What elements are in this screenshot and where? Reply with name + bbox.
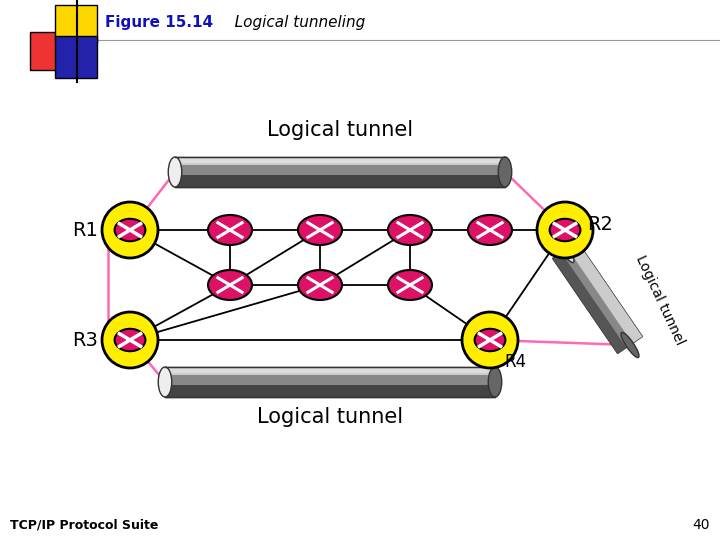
FancyBboxPatch shape (55, 5, 97, 43)
Ellipse shape (474, 329, 505, 351)
Ellipse shape (168, 157, 181, 187)
Ellipse shape (298, 215, 342, 245)
Ellipse shape (298, 270, 342, 300)
Circle shape (102, 202, 158, 258)
Text: R3: R3 (72, 330, 98, 349)
Circle shape (462, 312, 518, 368)
Text: R2: R2 (587, 215, 613, 234)
Text: Logical tunnel: Logical tunnel (257, 407, 403, 427)
Polygon shape (175, 165, 505, 175)
Text: Logical tunnel: Logical tunnel (633, 253, 687, 347)
Text: Figure 15.14: Figure 15.14 (105, 15, 213, 30)
Polygon shape (165, 369, 495, 373)
Polygon shape (175, 159, 505, 163)
FancyBboxPatch shape (165, 367, 495, 397)
Circle shape (102, 312, 158, 368)
Polygon shape (553, 253, 626, 354)
Ellipse shape (158, 367, 172, 397)
Ellipse shape (488, 367, 502, 397)
Ellipse shape (498, 157, 512, 187)
FancyBboxPatch shape (30, 32, 68, 70)
Polygon shape (165, 367, 495, 375)
Ellipse shape (468, 215, 512, 245)
Ellipse shape (556, 238, 574, 262)
Ellipse shape (549, 219, 580, 241)
Ellipse shape (208, 215, 252, 245)
Text: Logical tunneling: Logical tunneling (220, 15, 365, 30)
Text: Logical tunnel: Logical tunnel (267, 120, 413, 140)
Ellipse shape (388, 215, 432, 245)
Polygon shape (553, 241, 642, 354)
Text: R1: R1 (72, 220, 98, 240)
Circle shape (537, 202, 593, 258)
Polygon shape (175, 157, 505, 165)
Text: 40: 40 (693, 518, 710, 532)
FancyBboxPatch shape (55, 36, 97, 78)
Text: R4: R4 (504, 353, 526, 371)
Ellipse shape (388, 270, 432, 300)
FancyBboxPatch shape (175, 157, 505, 187)
Ellipse shape (621, 333, 639, 357)
Ellipse shape (208, 270, 252, 300)
Polygon shape (165, 385, 495, 397)
Ellipse shape (114, 329, 145, 351)
Ellipse shape (114, 219, 145, 241)
Text: TCP/IP Protocol Suite: TCP/IP Protocol Suite (10, 518, 158, 531)
Polygon shape (165, 375, 495, 385)
Polygon shape (567, 241, 642, 343)
Polygon shape (175, 175, 505, 187)
